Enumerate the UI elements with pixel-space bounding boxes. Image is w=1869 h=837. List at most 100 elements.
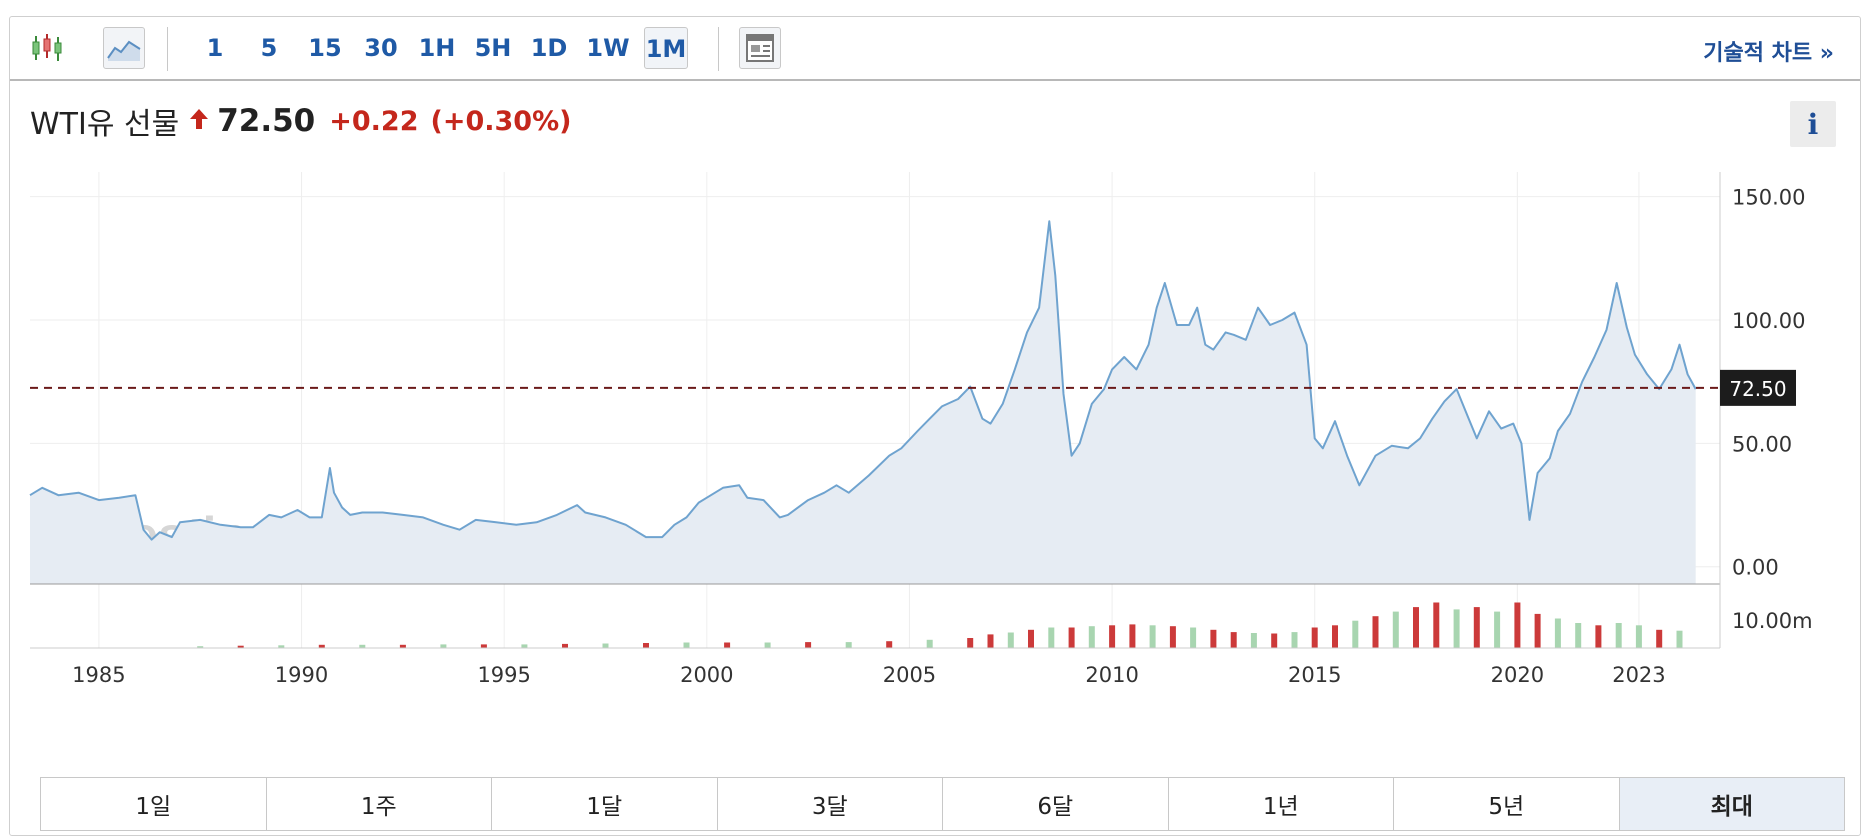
y-tick-label: 150.00 — [1732, 186, 1805, 210]
volume-bar — [1311, 627, 1318, 648]
volume-bar — [1028, 629, 1034, 648]
x-tick-label: 2020 — [1491, 663, 1544, 687]
toolbar-separator — [718, 27, 719, 71]
instrument-name: WTI유 선물 — [30, 107, 180, 142]
toolbar-separator — [167, 27, 168, 71]
volume-bar — [1230, 632, 1237, 648]
volume-bar — [1129, 624, 1136, 648]
volume-bar — [643, 643, 649, 648]
volume-bar — [197, 646, 204, 648]
x-tick-label: 1995 — [477, 663, 530, 687]
range-max[interactable]: 최대 — [1619, 778, 1844, 830]
range-6-months[interactable]: 6달 — [943, 778, 1169, 830]
candlestick-icon[interactable] — [26, 27, 68, 69]
volume-bar — [1352, 620, 1359, 648]
volume-bar — [967, 638, 974, 648]
volume-bar — [1271, 633, 1278, 648]
volume-bar — [1291, 632, 1298, 648]
volume-bar — [480, 644, 487, 648]
range-1-month[interactable]: 1달 — [492, 778, 718, 830]
interval-1d[interactable]: 1D — [530, 34, 568, 62]
volume-bar — [1676, 630, 1683, 648]
volume-bar — [1332, 625, 1338, 648]
volume-bar — [724, 642, 731, 648]
volume-bar — [1575, 623, 1582, 648]
interval-1h[interactable]: 1H — [418, 34, 456, 62]
info-button[interactable]: i — [1790, 101, 1836, 147]
interval-1w[interactable]: 1W — [586, 34, 630, 62]
price-area — [30, 221, 1696, 585]
volume-bar — [1554, 618, 1561, 648]
chart-toolbar: 1 5 15 30 1H 5H 1D 1W 1M 기술적 차트 » — [10, 17, 1860, 81]
volume-bar — [683, 642, 690, 648]
current-price-tag — [1720, 369, 1796, 406]
volume-bar — [926, 639, 933, 648]
y-tick-label: 0.00 — [1732, 556, 1779, 580]
volume-bar — [764, 642, 771, 648]
x-tick-label: 2005 — [883, 663, 936, 687]
interval-5h[interactable]: 5H — [474, 34, 512, 62]
volume-bar — [1190, 627, 1197, 648]
volume-bar — [1250, 633, 1257, 648]
volume-bar — [1169, 626, 1176, 648]
volume-bar — [1473, 607, 1480, 648]
volume-bar — [1635, 625, 1642, 648]
volume-bar — [1453, 609, 1460, 648]
volume-bar — [440, 644, 447, 648]
volume-bar — [1068, 627, 1075, 648]
volume-bar — [318, 644, 325, 648]
volume-bar — [359, 644, 366, 648]
y-tick-label: 50.00 — [1732, 432, 1792, 456]
volume-bar — [1514, 602, 1521, 648]
volume-bar — [987, 634, 994, 648]
chart-widget: 1 5 15 30 1H 5H 1D 1W 1M 기술적 차트 » WTI유 선… — [9, 16, 1861, 836]
volume-bar — [1595, 625, 1602, 648]
interval-1[interactable]: 1 — [206, 34, 224, 62]
x-tick-label: 1985 — [72, 663, 125, 687]
x-tick-label: 2000 — [680, 663, 733, 687]
y-tick-label: 100.00 — [1732, 309, 1805, 333]
volume-bar — [1048, 627, 1055, 648]
volume-bar — [845, 642, 852, 648]
technical-chart-link[interactable]: 기술적 차트 » — [1703, 41, 1834, 66]
interval-1m[interactable]: 1M — [644, 27, 688, 69]
x-tick-label: 2010 — [1085, 663, 1138, 687]
price-change-percent: (+0.30%) — [430, 105, 572, 137]
price-line — [29, 220, 1697, 541]
volume-bar — [1149, 625, 1156, 648]
time-range-bar: 1일 1주 1달 3달 6달 1년 5년 최대 — [40, 777, 1845, 831]
range-3-months[interactable]: 3달 — [717, 778, 943, 830]
volume-bar — [1534, 613, 1541, 648]
volume-bar — [1109, 625, 1116, 648]
volume-bar — [1007, 632, 1014, 648]
volume-bar — [805, 642, 812, 648]
range-1-year[interactable]: 1년 — [1168, 778, 1394, 830]
volume-bar — [1656, 629, 1663, 648]
x-tick-label: 2015 — [1288, 663, 1341, 687]
volume-bar — [1210, 629, 1217, 648]
range-1-week[interactable]: 1주 — [266, 778, 492, 830]
volume-bar — [1372, 616, 1379, 648]
volume-bar — [521, 644, 528, 648]
interval-30[interactable]: 30 — [364, 34, 398, 62]
price-change: +0.22 — [329, 105, 419, 137]
volume-tick-label: 10.00m — [1732, 609, 1813, 633]
interval-5[interactable]: 5 — [260, 34, 278, 62]
volume-bar — [602, 643, 609, 648]
volume-bar — [278, 645, 285, 648]
last-price: 72.50 — [217, 103, 316, 139]
interval-15[interactable]: 15 — [308, 34, 342, 62]
layout-icon[interactable] — [739, 27, 781, 69]
volume-bar — [399, 644, 406, 648]
range-5-years[interactable]: 5년 — [1394, 778, 1620, 830]
area-chart-icon[interactable] — [103, 27, 145, 69]
range-1-day[interactable]: 1일 — [41, 778, 267, 830]
instrument-header: WTI유 선물 72.50 +0.22 (+0.30%) — [30, 101, 572, 142]
volume-bar — [237, 645, 244, 648]
current-price-label: 72.50 — [1729, 377, 1786, 401]
arrow-up-icon — [189, 108, 209, 134]
volume-bar — [1413, 607, 1419, 648]
volume-bar — [1392, 611, 1399, 648]
x-tick-label: 2023 — [1612, 663, 1665, 687]
price-chart[interactable]: Investing.com0.0050.00100.00150.0010.00m… — [0, 0, 1869, 700]
